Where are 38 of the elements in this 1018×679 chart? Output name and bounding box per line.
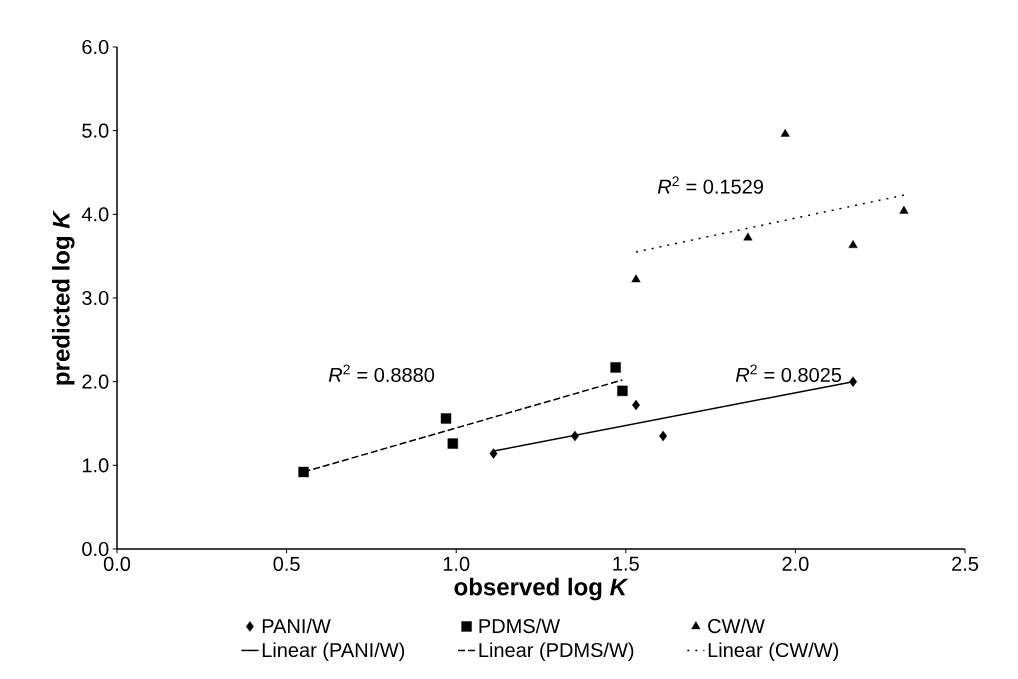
point (743, 232, 753, 241)
point (447, 438, 459, 449)
y-tick-label: 0.0 (82, 541, 109, 557)
x-axis-title: observed log K (454, 577, 629, 601)
y-tick-label: 2.0 (82, 374, 109, 389)
y-tick-label: 6.0 (82, 39, 109, 55)
legend-label: PANI/W (262, 618, 331, 634)
y-tick-label: 5.0 (82, 123, 109, 138)
point (440, 413, 452, 424)
x-tick-label: 2.0 (782, 556, 809, 571)
y-tick-label: 3.0 (82, 290, 109, 306)
point (659, 430, 668, 442)
point (489, 448, 498, 459)
x-tick-label: 0.0 (103, 556, 131, 571)
y-tick-label: 1.0 (82, 458, 109, 473)
legend-label: Linear (CW/W) (708, 642, 839, 662)
point (570, 430, 579, 442)
point (610, 362, 621, 373)
point (631, 274, 641, 283)
point (899, 205, 909, 214)
point (848, 240, 858, 248)
point (617, 385, 628, 397)
x-tick-label: 0.5 (273, 556, 300, 571)
annotation: R$^{2}$ = 0.1529 (657, 176, 763, 194)
legend-label: Linear (PANI/W) (262, 642, 405, 662)
y-axis-title: predicted log K (52, 209, 75, 385)
x-tick-label: 2.5 (952, 556, 979, 571)
x-tick-label: 1.0 (443, 556, 470, 571)
point (849, 376, 858, 387)
point (780, 128, 790, 137)
annotation: R$^{2}$ = 0.8025 (735, 364, 842, 383)
legend-label: CW/W (708, 618, 765, 634)
legend-label: PDMS/W (479, 618, 561, 634)
y-tick-label: 4.0 (81, 207, 109, 222)
legend-label: Linear (PDMS/W) (479, 642, 634, 662)
x-tick-label: 1.5 (613, 556, 639, 571)
point (298, 466, 309, 478)
annotation: R$^{2}$ = 0.8880 (328, 364, 435, 383)
